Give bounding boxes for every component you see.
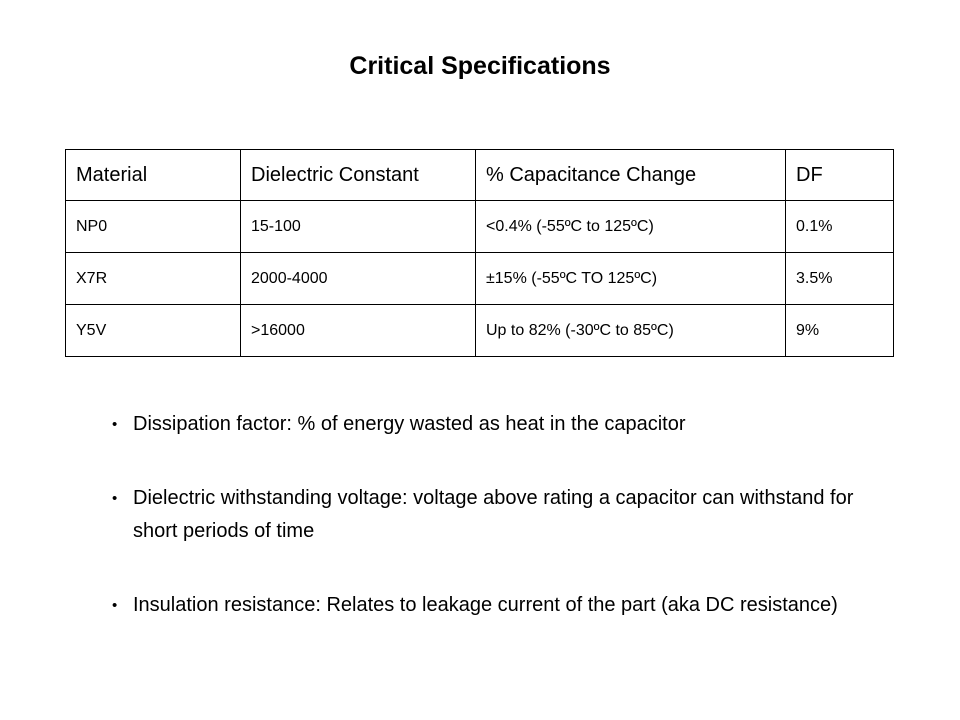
table-row: NP0 15-100 <0.4% (-55ºC to 125ºC) 0.1% bbox=[65, 200, 894, 253]
page-title: Critical Specifications bbox=[349, 52, 611, 80]
list-item: • Dielectric withstanding voltage: volta… bbox=[112, 482, 874, 548]
list-item: • Insulation resistance: Relates to leak… bbox=[112, 589, 874, 622]
list-item: • Dissipation factor: % of energy wasted… bbox=[112, 408, 874, 441]
bullet-text: Insulation resistance: Relates to leakag… bbox=[133, 594, 838, 616]
table-cell-capacitance-change: ±15% (-55ºC TO 125ºC) bbox=[475, 252, 786, 305]
table-header-dielectric-constant: Dielectric Constant bbox=[240, 149, 476, 201]
table-header-row: Material Dielectric Constant % Capacitan… bbox=[65, 149, 894, 201]
table-cell-capacitance-change: Up to 82% (-30ºC to 85ºC) bbox=[475, 304, 786, 357]
table-cell-dielectric-constant: 2000-4000 bbox=[240, 252, 476, 305]
table-cell-df: 9% bbox=[785, 304, 894, 357]
bullet-icon: • bbox=[112, 416, 118, 433]
table-header-capacitance-change: % Capacitance Change bbox=[475, 149, 786, 201]
bullet-text: Dissipation factor: % of energy wasted a… bbox=[133, 413, 686, 435]
bullet-icon: • bbox=[112, 597, 118, 614]
table-cell-material: NP0 bbox=[65, 200, 241, 253]
table-header-material: Material bbox=[65, 149, 241, 201]
table-cell-material: Y5V bbox=[65, 304, 241, 357]
table-cell-material: X7R bbox=[65, 252, 241, 305]
table-cell-dielectric-constant: >16000 bbox=[240, 304, 476, 357]
bullet-text: Dielectric withstanding voltage: voltage… bbox=[133, 487, 854, 542]
bullet-icon: • bbox=[112, 490, 118, 507]
bullet-list: • Dissipation factor: % of energy wasted… bbox=[112, 408, 874, 663]
table-cell-capacitance-change: <0.4% (-55ºC to 125ºC) bbox=[475, 200, 786, 253]
specifications-table: Material Dielectric Constant % Capacitan… bbox=[65, 149, 894, 357]
table-cell-dielectric-constant: 15-100 bbox=[240, 200, 476, 253]
table-row: Y5V >16000 Up to 82% (-30ºC to 85ºC) 9% bbox=[65, 304, 894, 357]
table-header-df: DF bbox=[785, 149, 894, 201]
table-row: X7R 2000-4000 ±15% (-55ºC TO 125ºC) 3.5% bbox=[65, 252, 894, 305]
table-cell-df: 3.5% bbox=[785, 252, 894, 305]
table-cell-df: 0.1% bbox=[785, 200, 894, 253]
